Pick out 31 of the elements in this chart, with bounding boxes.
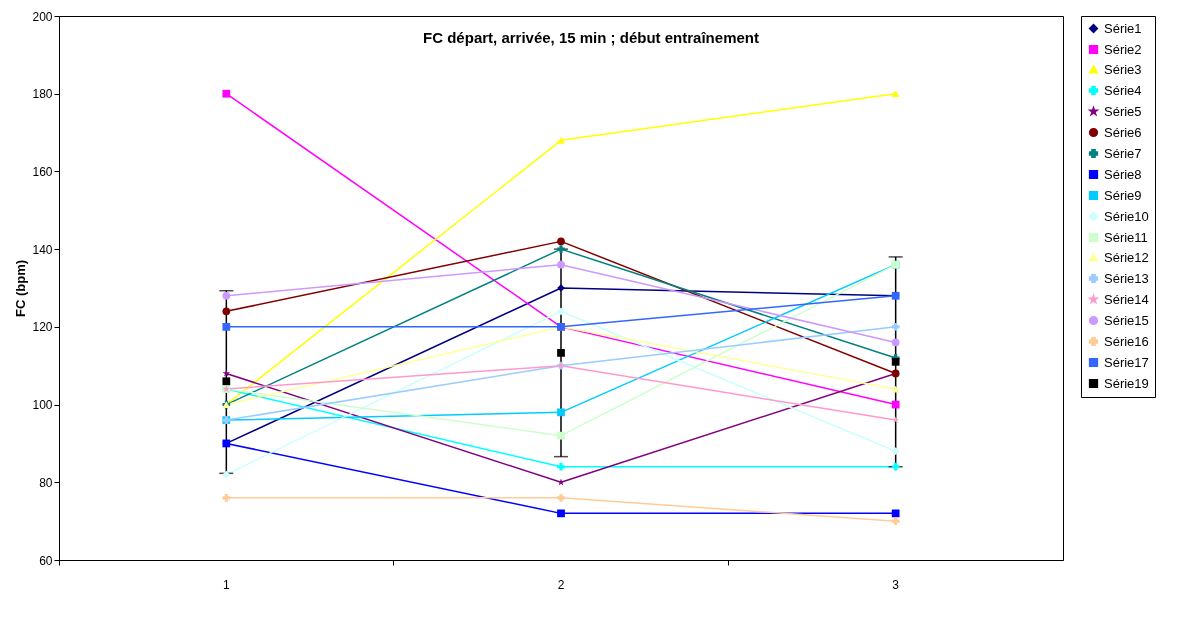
y-tick-label: 100 <box>32 398 53 413</box>
legend-label: Série8 <box>1104 166 1142 182</box>
text: FC départ, arrivée, 15 min ; début entraînement <box>423 29 759 46</box>
legend-label: Série7 <box>1104 145 1142 161</box>
legend-label: Série2 <box>1104 41 1142 57</box>
legend-label: Série4 <box>1104 82 1142 98</box>
legend-label: Série1 <box>1104 20 1142 36</box>
x-tick-label: 3 <box>892 577 900 592</box>
legend-label: Série12 <box>1104 249 1149 265</box>
legend-label: Série13 <box>1104 270 1149 286</box>
y-tick-label: 180 <box>32 87 53 102</box>
x-tick-label: 2 <box>557 577 565 592</box>
y-tick-label: 160 <box>32 164 53 179</box>
y-tick-label: 140 <box>32 242 53 257</box>
y-tick-label: 120 <box>32 320 53 335</box>
legend-label: Série17 <box>1104 354 1149 370</box>
legend-label: Série19 <box>1104 375 1149 391</box>
y-tick-label: 200 <box>32 9 53 24</box>
legend-label: Série5 <box>1104 103 1142 119</box>
legend-label: Série16 <box>1104 333 1149 349</box>
y-tick-label: 80 <box>39 475 53 490</box>
y-axis-title: FC (bpm) <box>13 259 29 318</box>
x-tick-label: 1 <box>222 577 230 592</box>
legend-label: Série15 <box>1104 312 1149 328</box>
legend-label: Série3 <box>1104 61 1142 77</box>
y-tick-label: 60 <box>39 553 53 568</box>
legend-label: Série10 <box>1104 208 1149 224</box>
legend-label: Série6 <box>1104 124 1142 140</box>
legend-label: Série11 <box>1104 229 1148 245</box>
legend-label: Série9 <box>1104 187 1142 203</box>
legend-label: Série14 <box>1104 291 1149 307</box>
